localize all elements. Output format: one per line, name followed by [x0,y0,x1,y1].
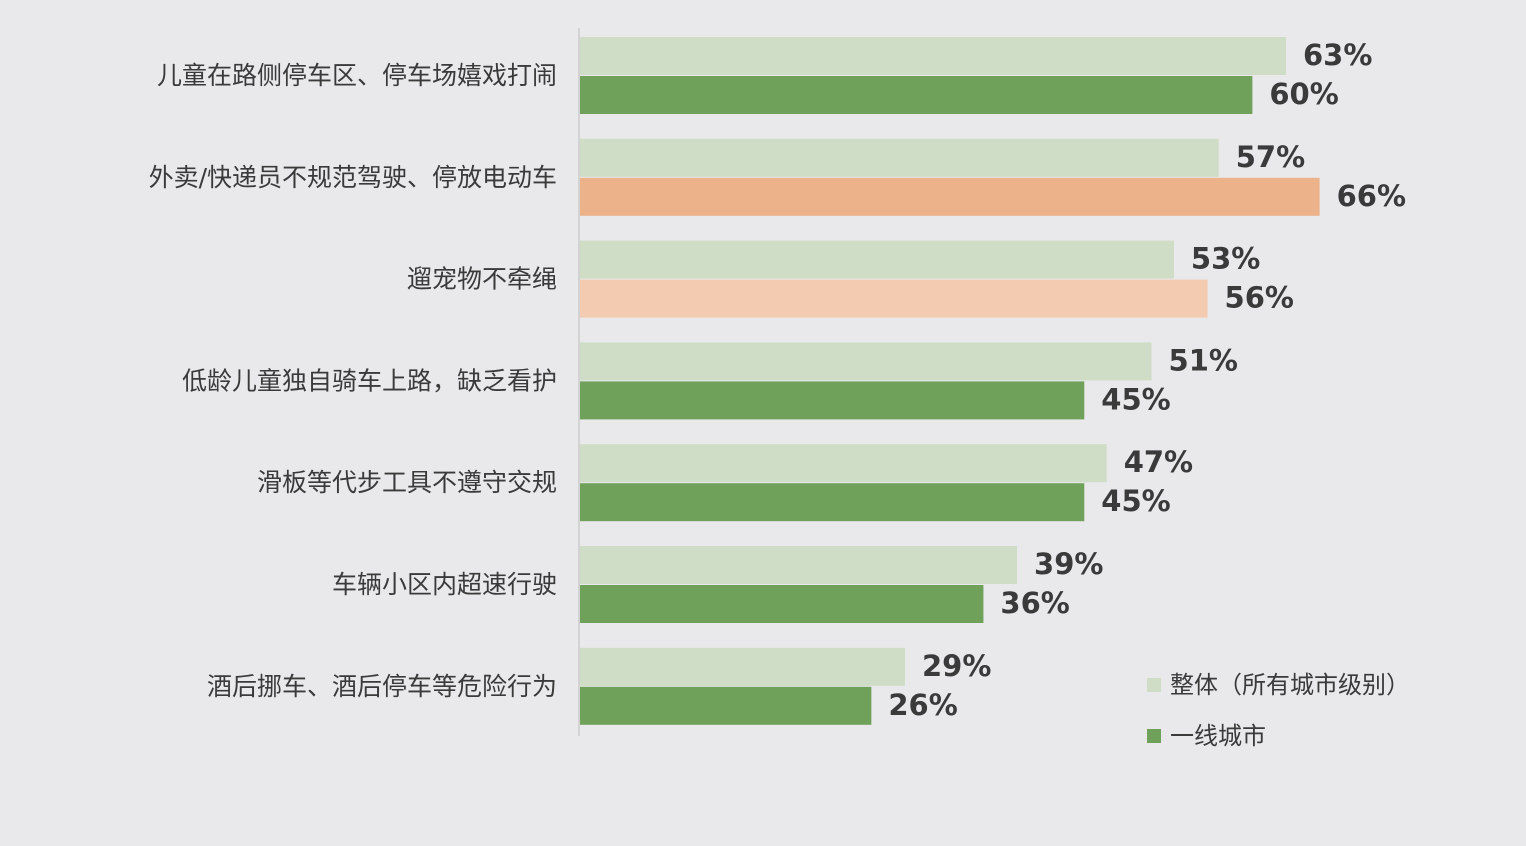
bar-tier1-city [580,686,872,725]
legend: 整体（所有城市级别） 一线城市 [1147,671,1410,750]
data-label: 57% [1236,140,1305,174]
value-labels-group: 63% 60% 57% 66% 53% 56% 51% 45% 47% 45% 39% 36% 29% 2… [888,38,1406,722]
category-label: 遛宠物不牵绳 [407,265,557,294]
category-label: 儿童在路侧停车区、停车场嬉戏打闹 [157,61,557,90]
category-label: 车辆小区内超速行驶 [332,570,557,599]
data-label: 29% [922,649,991,683]
data-label: 60% [1269,77,1338,111]
bar-overall [580,240,1174,279]
data-label: 53% [1191,242,1260,276]
bar-tier1-city [580,585,984,623]
category-label: 滑板等代步工具不遵守交规 [257,468,557,497]
bar-overall [580,37,1286,75]
category-label: 酒后挪车、酒后停车等危险行为 [207,672,557,701]
data-label: 47% [1124,445,1193,479]
category-label: 低龄儿童独自骑车上路，缺乏看护 [182,366,557,395]
data-label: 26% [888,688,957,722]
legend-swatch [1147,729,1161,743]
bar-overall [580,444,1107,483]
bar-overall [580,546,1018,584]
data-label: 66% [1337,179,1406,213]
data-label: 45% [1101,382,1170,416]
bar-tier1-city [580,76,1253,114]
data-label: 36% [1000,586,1069,620]
bar-overall [580,647,905,686]
category-labels-group: 儿童在路侧停车区、停车场嬉戏打闹外卖/快递员不规范驾驶、停放电动车遛宠物不牵绳低… [149,61,557,701]
data-label: 63% [1303,38,1372,72]
bar-overall [580,138,1219,177]
legend-label: 一线城市 [1170,722,1266,750]
bar-tier1-city [580,483,1085,522]
data-label: 39% [1034,547,1103,581]
data-label: 45% [1101,484,1170,518]
bar-tier1-city [580,279,1208,318]
bar-tier1-city [580,177,1320,216]
category-label: 外卖/快递员不规范驾驶、停放电动车 [149,163,557,192]
legend-label: 整体（所有城市级别） [1170,671,1410,699]
bars-group [580,37,1320,725]
data-label: 56% [1225,281,1294,315]
legend-swatch [1147,678,1161,692]
bar-tier1-city [580,381,1085,420]
data-label: 51% [1169,343,1238,377]
bar-overall [580,342,1152,381]
